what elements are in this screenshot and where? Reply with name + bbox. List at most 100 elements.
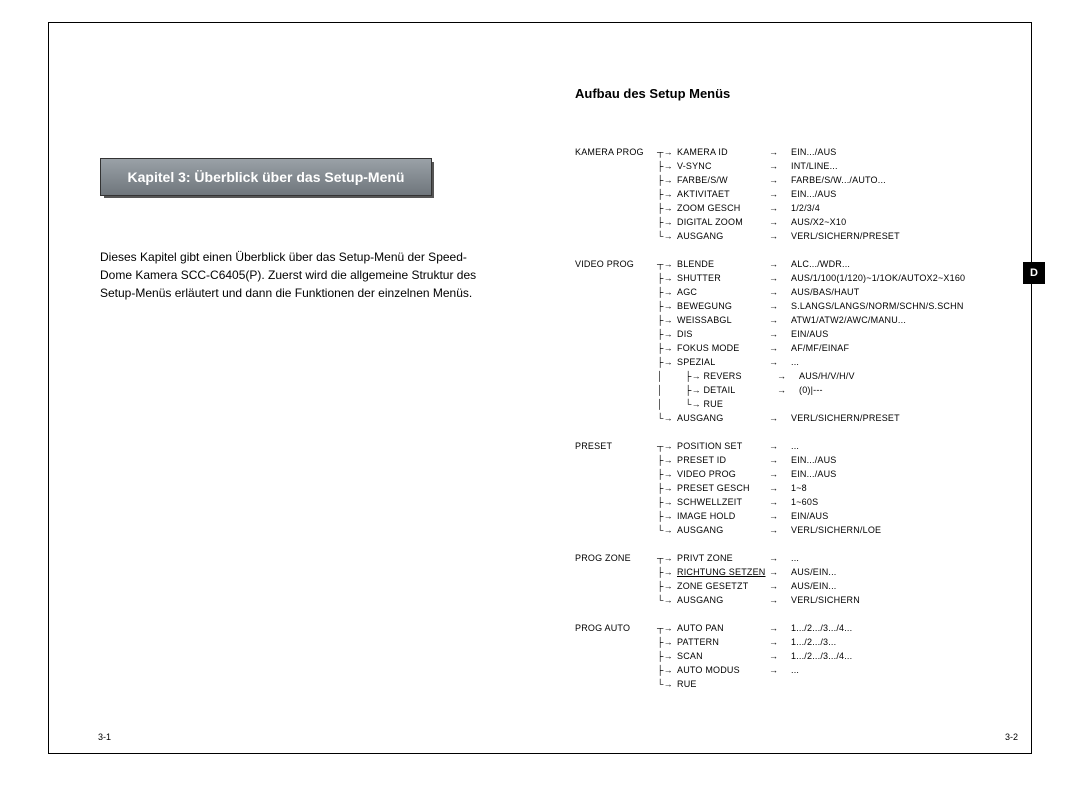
arrow-icon: → (769, 579, 791, 593)
menu-row: ├→ SCHWELLZEIT→ 1~60S (575, 495, 1005, 509)
arrow-icon: → (769, 271, 791, 285)
menu-row: ├→ ZONE GESETZT→ AUS/EIN... (575, 579, 1005, 593)
menu-item-value: AF/MF/EINAF (791, 341, 1005, 355)
menu-item-name: POSITION SET (677, 439, 769, 453)
menu-row: ├→ DIS→ EIN/AUS (575, 327, 1005, 341)
tree-connector: ├→ (657, 341, 677, 355)
menu-item-value: ... (791, 355, 1005, 369)
menu-group-name (575, 593, 657, 607)
menu-group-name (575, 341, 657, 355)
menu-group-name (575, 271, 657, 285)
arrow-icon: → (777, 383, 799, 397)
tree-connector: ├→ (657, 313, 677, 327)
menu-item-value: EIN.../AUS (791, 187, 1005, 201)
menu-item-value: ... (791, 663, 1005, 677)
right-column: Aufbau des Setup Menüs KAMERA PROG┬→ KAM… (575, 86, 1005, 705)
menu-item-name: PRESET GESCH (677, 481, 769, 495)
menu-row: VIDEO PROG┬→ BLENDE→ ALC.../WDR... (575, 257, 1005, 271)
menu-group: PROG ZONE┬→ PRIVT ZONE→ ...├→ RICHTUNG S… (575, 551, 1005, 607)
menu-row: ├→ SCAN→ 1.../2.../3.../4... (575, 649, 1005, 663)
menu-row: ├→ DIGITAL ZOOM→ AUS/X2~X10 (575, 215, 1005, 229)
menu-item-value: EIN/AUS (791, 509, 1005, 523)
menu-item-value: VERL/SICHERN/PRESET (791, 411, 1005, 425)
menu-group-name (575, 677, 657, 691)
menu-row: ├→ IMAGE HOLD→ EIN/AUS (575, 509, 1005, 523)
menu-group-name (575, 327, 657, 341)
menu-tree: KAMERA PROG┬→ KAMERA ID→ EIN.../AUS├→ V-… (575, 145, 1005, 691)
tree-connector: ┬→ (657, 257, 677, 271)
menu-row: ├→ BEWEGUNG→ S.LANGS/LANGS/NORM/SCHN/S.S… (575, 299, 1005, 313)
menu-item-name: AUTO MODUS (677, 663, 769, 677)
menu-group: PROG AUTO┬→ AUTO PAN→ 1.../2.../3.../4..… (575, 621, 1005, 691)
tree-connector: │ (657, 397, 677, 411)
menu-row: PROG ZONE┬→ PRIVT ZONE→ ... (575, 551, 1005, 565)
menu-item-value: 1/2/3/4 (791, 201, 1005, 215)
tree-connector: ┬→ (657, 145, 677, 159)
page-number-left: 3-1 (98, 732, 111, 742)
menu-row: PRESET┬→ POSITION SET→ ... (575, 439, 1005, 453)
menu-item-value: (0)|--- (799, 383, 1005, 397)
menu-group-name (575, 635, 657, 649)
menu-item-name: FOKUS MODE (677, 341, 769, 355)
menu-item-name: AUSGANG (677, 523, 769, 537)
menu-group-name (575, 355, 657, 369)
menu-item-value: 1.../2.../3.../4... (791, 621, 1005, 635)
tree-connector: ├→ (657, 299, 677, 313)
menu-row: └→ AUSGANG→ VERL/SICHERN/LOE (575, 523, 1005, 537)
menu-group-name (575, 313, 657, 327)
tree-connector: ├→ (657, 635, 677, 649)
menu-group: KAMERA PROG┬→ KAMERA ID→ EIN.../AUS├→ V-… (575, 145, 1005, 243)
arrow-icon: → (769, 285, 791, 299)
menu-row: ├→ VIDEO PROG→ EIN.../AUS (575, 467, 1005, 481)
menu-subrow: │ ├→ REVERS→ AUS/H/V/H/V (575, 369, 1005, 383)
menu-item-name: WEISSABGL (677, 313, 769, 327)
arrow-icon: → (769, 621, 791, 635)
menu-item-value: 1~60S (791, 495, 1005, 509)
menu-row: └→ AUSGANG→ VERL/SICHERN/PRESET (575, 229, 1005, 243)
menu-item-value: AUS/H/V/H/V (799, 369, 1005, 383)
menu-item-value: 1.../2.../3... (791, 635, 1005, 649)
menu-row: ├→ ZOOM GESCH→ 1/2/3/4 (575, 201, 1005, 215)
menu-item-value: INT/LINE... (791, 159, 1005, 173)
left-column: Kapitel 3: Überblick über das Setup-Menü… (100, 158, 480, 302)
menu-item-value: AUS/EIN... (791, 565, 1005, 579)
menu-group-name (575, 579, 657, 593)
tree-connector: ├→ (657, 495, 677, 509)
tree-connector: ├→ (657, 649, 677, 663)
menu-item-name: PRIVT ZONE (677, 551, 769, 565)
arrow-icon (777, 397, 799, 411)
tree-connector: └→ (657, 411, 677, 425)
menu-row: ├→ SPEZIAL→ ... (575, 355, 1005, 369)
menu-item-name: BLENDE (677, 257, 769, 271)
menu-group-name (575, 299, 657, 313)
tree-connector: ├→ (657, 355, 677, 369)
tree-connector: ├→ (657, 579, 677, 593)
arrow-icon: → (769, 201, 791, 215)
sub-connector: ├→ DETAIL (677, 383, 777, 397)
menu-group-name (575, 495, 657, 509)
menu-item-name: IMAGE HOLD (677, 509, 769, 523)
menu-group-name: VIDEO PROG (575, 257, 657, 271)
arrow-icon: → (769, 341, 791, 355)
menu-group-name (575, 663, 657, 677)
menu-row: ├→ PATTERN→ 1.../2.../3... (575, 635, 1005, 649)
menu-group-name (575, 159, 657, 173)
menu-row: └→ RUE (575, 677, 1005, 691)
menu-row: ├→ RICHTUNG SETZEN→ AUS/EIN... (575, 565, 1005, 579)
chapter-heading-box: Kapitel 3: Überblick über das Setup-Menü (100, 158, 430, 198)
menu-group-name: PRESET (575, 439, 657, 453)
menu-group-name (575, 481, 657, 495)
tree-connector: ┬→ (657, 621, 677, 635)
menu-item-name: DIS (677, 327, 769, 341)
arrow-icon: → (769, 159, 791, 173)
menu-item-name: AUSGANG (677, 411, 769, 425)
arrow-icon: → (769, 649, 791, 663)
arrow-icon: → (769, 327, 791, 341)
menu-group-name (575, 509, 657, 523)
menu-item-value: VERL/SICHERN (791, 593, 1005, 607)
border (48, 22, 1032, 23)
menu-subrow: │ ├→ DETAIL→ (0)|--- (575, 383, 1005, 397)
menu-item-name: FARBE/S/W (677, 173, 769, 187)
menu-item-name: SHUTTER (677, 271, 769, 285)
menu-item-name: DIGITAL ZOOM (677, 215, 769, 229)
